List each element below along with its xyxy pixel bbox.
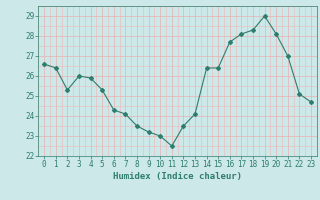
X-axis label: Humidex (Indice chaleur): Humidex (Indice chaleur) <box>113 172 242 181</box>
